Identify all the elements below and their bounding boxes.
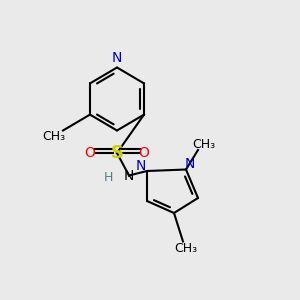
Text: CH₃: CH₃	[174, 242, 198, 256]
Text: N: N	[185, 157, 195, 171]
Text: N: N	[136, 159, 146, 173]
Text: CH₃: CH₃	[42, 130, 66, 143]
Text: S: S	[110, 144, 124, 162]
Text: CH₃: CH₃	[192, 137, 216, 151]
Text: N: N	[112, 51, 122, 65]
Text: N: N	[124, 169, 134, 182]
Text: O: O	[85, 146, 95, 160]
Text: O: O	[139, 146, 149, 160]
Text: H: H	[103, 171, 113, 184]
